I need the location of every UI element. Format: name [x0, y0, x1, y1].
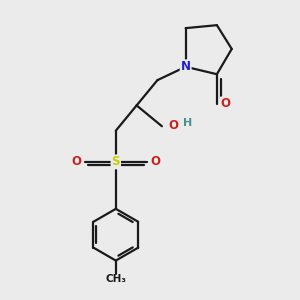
Text: O: O [150, 155, 160, 168]
Text: CH₃: CH₃ [105, 274, 126, 284]
Text: N: N [181, 60, 191, 73]
Text: S: S [112, 155, 120, 168]
Text: H: H [183, 118, 193, 128]
Text: O: O [168, 119, 178, 132]
Text: O: O [221, 98, 231, 110]
Text: O: O [71, 155, 81, 168]
